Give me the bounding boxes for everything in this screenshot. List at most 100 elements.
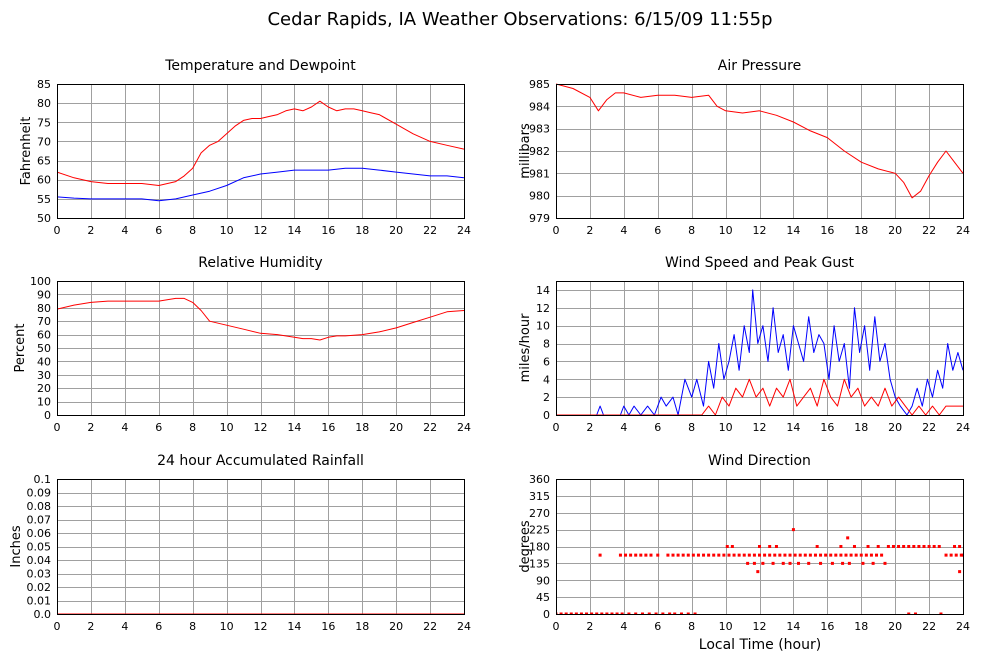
data-point-direction — [559, 612, 563, 615]
y-tick-label-rainfall: 0.06 — [27, 527, 52, 540]
y-axis-label-wind: miles/hour — [518, 313, 533, 382]
data-point-direction — [763, 553, 767, 557]
data-point-direction — [752, 561, 756, 565]
data-point-direction — [758, 553, 761, 557]
data-point-direction — [707, 553, 711, 557]
data-point-direction — [600, 612, 604, 615]
plot-frame-humidity — [57, 281, 465, 416]
data-point-direction — [798, 553, 802, 557]
data-point-direction — [907, 612, 911, 615]
x-tick-label-pressure: 0 — [553, 224, 560, 237]
data-point-direction — [886, 545, 890, 548]
data-point-direction — [773, 553, 777, 557]
y-tick-label-humidity: 10 — [37, 396, 51, 409]
y-tick-label-humidity: 80 — [37, 302, 51, 315]
y-tick-label-direction: 45 — [536, 591, 550, 604]
x-tick-label-wind: 8 — [688, 421, 695, 434]
x-tick-label-temperature: 4 — [121, 224, 128, 237]
plot-frame-pressure — [556, 84, 964, 219]
data-point-direction — [620, 612, 624, 615]
y-tick-label-humidity: 20 — [37, 382, 51, 395]
x-tick-label-temperature: 2 — [87, 224, 94, 237]
y-tick-label-pressure: 984 — [529, 100, 550, 113]
y-tick-label-rainfall: 0.04 — [27, 554, 52, 567]
x-tick-label-rainfall: 10 — [220, 620, 234, 633]
y-tick-label-direction: 270 — [529, 507, 550, 520]
data-point-direction — [854, 553, 858, 557]
y-tick-label-temperature: 65 — [37, 155, 51, 168]
data-point-direction — [961, 553, 963, 557]
x-tick-label-pressure: 8 — [688, 224, 695, 237]
x-tick-label-wind: 16 — [820, 421, 834, 434]
plot-frame-rainfall — [57, 479, 465, 615]
series-line-temperature-1 — [57, 167, 464, 202]
x-tick-label-temperature: 6 — [155, 224, 162, 237]
data-point-direction — [844, 553, 848, 557]
x-tick-label-pressure: 16 — [820, 224, 834, 237]
x-tick-label-direction: 12 — [753, 620, 767, 633]
x-tick-label-rainfall: 18 — [355, 620, 369, 633]
data-point-direction — [771, 561, 775, 565]
data-point-direction — [725, 545, 729, 548]
series-line-wind-1 — [556, 378, 963, 416]
data-point-direction — [778, 553, 782, 557]
x-tick-label-temperature: 14 — [287, 224, 301, 237]
x-tick-label-humidity: 6 — [155, 421, 162, 434]
data-point-direction — [841, 561, 845, 565]
data-point-direction — [681, 553, 685, 557]
data-point-direction — [671, 553, 675, 557]
x-tick-label-temperature: 20 — [389, 224, 403, 237]
data-point-direction — [746, 561, 750, 565]
x-tick-label-pressure: 10 — [719, 224, 733, 237]
data-point-direction — [644, 553, 648, 557]
data-point-direction — [944, 553, 948, 557]
data-point-direction — [615, 612, 619, 615]
y-axis-label-humidity: Percent — [13, 324, 28, 373]
y-tick-label-temperature: 70 — [37, 135, 51, 148]
data-point-direction — [819, 553, 823, 557]
x-tick-label-humidity: 16 — [321, 421, 335, 434]
data-point-direction — [937, 545, 941, 548]
y-tick-label-pressure: 985 — [529, 78, 550, 91]
x-tick-label-humidity: 8 — [189, 421, 196, 434]
x-tick-label-rainfall: 24 — [457, 620, 471, 633]
data-point-direction — [742, 553, 746, 557]
data-point-direction — [649, 553, 653, 557]
x-tick-label-temperature: 24 — [457, 224, 471, 237]
chart-title-pressure: Air Pressure — [718, 58, 801, 74]
data-point-direction — [732, 553, 736, 557]
x-tick-label-rainfall: 12 — [254, 620, 268, 633]
data-point-direction — [791, 528, 795, 532]
x-tick-label-direction: 18 — [854, 620, 868, 633]
data-point-direction — [813, 553, 817, 557]
x-tick-label-pressure: 22 — [922, 224, 936, 237]
plot-frame-temperature — [57, 84, 465, 219]
x-tick-label-rainfall: 0 — [54, 620, 61, 633]
data-point-direction — [912, 545, 916, 548]
x-tick-label-wind: 6 — [654, 421, 661, 434]
y-tick-label-rainfall: 0.01 — [27, 595, 52, 608]
y-axis-label-direction: degrees — [518, 520, 533, 573]
series-line-humidity-0 — [57, 297, 464, 341]
data-point-direction — [839, 553, 843, 557]
x-tick-label-direction: 24 — [956, 620, 970, 633]
y-tick-label-pressure: 983 — [529, 123, 550, 136]
data-point-direction — [756, 570, 760, 574]
x-tick-label-wind: 18 — [854, 421, 868, 434]
data-point-direction — [747, 553, 751, 557]
y-tick-label-rainfall: 0.07 — [27, 514, 52, 527]
data-point-direction — [781, 561, 785, 565]
data-point-direction — [907, 545, 911, 548]
data-point-direction — [696, 553, 700, 557]
data-point-direction — [702, 553, 706, 557]
data-point-direction — [722, 553, 726, 557]
y-tick-label-temperature: 80 — [37, 97, 51, 110]
data-point-direction — [866, 545, 870, 548]
data-point-direction — [958, 570, 962, 574]
x-tick-label-humidity: 0 — [54, 421, 61, 434]
data-point-direction — [679, 612, 683, 615]
x-tick-label-direction: 10 — [719, 620, 733, 633]
x-tick-label-temperature: 16 — [321, 224, 335, 237]
